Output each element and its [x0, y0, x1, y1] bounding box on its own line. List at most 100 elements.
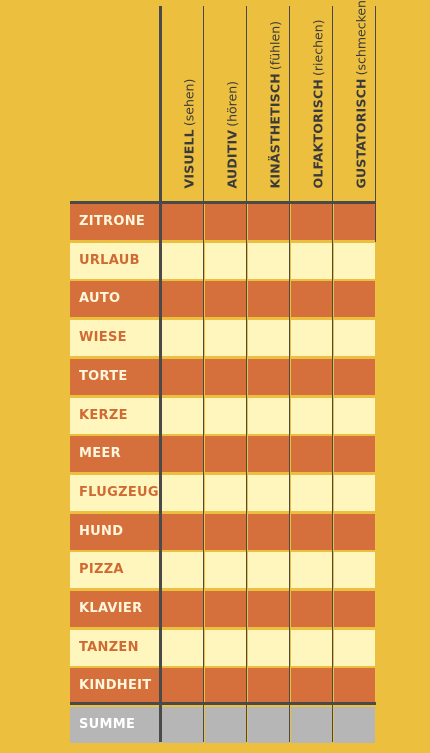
cell-kinästhetisch[interactable]	[248, 668, 289, 704]
cell-olfaktorisch[interactable]	[291, 436, 332, 472]
cell-olfaktorisch[interactable]	[291, 707, 332, 743]
column-header-main: KINÄSTHETISCH	[267, 73, 282, 189]
column-divider	[246, 6, 247, 742]
cell-gustatorisch[interactable]	[334, 475, 375, 511]
cell-auditiv[interactable]	[205, 591, 246, 627]
cell-visuell[interactable]	[162, 552, 203, 588]
cell-gustatorisch[interactable]	[334, 436, 375, 472]
cell-kinästhetisch[interactable]	[248, 204, 289, 240]
cell-kinästhetisch[interactable]	[248, 359, 289, 395]
cell-gustatorisch[interactable]	[334, 320, 375, 356]
cell-visuell[interactable]	[162, 281, 203, 317]
cell-visuell[interactable]	[162, 707, 203, 743]
cell-olfaktorisch[interactable]	[291, 320, 332, 356]
cell-gustatorisch[interactable]	[334, 630, 375, 666]
cell-auditiv[interactable]	[205, 320, 246, 356]
cell-gustatorisch[interactable]	[334, 591, 375, 627]
column-divider	[332, 6, 333, 742]
cell-olfaktorisch[interactable]	[291, 243, 332, 279]
cell-visuell[interactable]	[162, 668, 203, 704]
cell-gustatorisch[interactable]	[334, 281, 375, 317]
cell-kinästhetisch[interactable]	[248, 475, 289, 511]
column-header-main: AUDITIV	[224, 129, 239, 189]
summary-divider	[70, 702, 376, 705]
cell-olfaktorisch[interactable]	[291, 630, 332, 666]
row-label: KLAVIER	[70, 591, 160, 627]
column-header-gustatorisch: GUSTATORISCH (schmecken)	[333, 0, 376, 202]
cell-olfaktorisch[interactable]	[291, 591, 332, 627]
cell-visuell[interactable]	[162, 436, 203, 472]
cell-visuell[interactable]	[162, 320, 203, 356]
cell-kinästhetisch[interactable]	[248, 552, 289, 588]
cell-gustatorisch[interactable]	[334, 204, 375, 240]
cell-gustatorisch[interactable]	[334, 243, 375, 279]
cell-kinästhetisch[interactable]	[248, 591, 289, 627]
row-label: PIZZA	[70, 552, 160, 588]
column-header-label: KINÄSTHETISCH (fühlen)	[267, 21, 282, 189]
cell-gustatorisch[interactable]	[334, 707, 375, 743]
column-header-sub: (schmecken)	[353, 0, 368, 76]
cell-kinästhetisch[interactable]	[248, 243, 289, 279]
cell-olfaktorisch[interactable]	[291, 398, 332, 434]
cell-gustatorisch[interactable]	[334, 398, 375, 434]
cell-kinästhetisch[interactable]	[248, 320, 289, 356]
row-label: TANZEN	[70, 630, 160, 666]
cell-visuell[interactable]	[162, 475, 203, 511]
cell-olfaktorisch[interactable]	[291, 668, 332, 704]
cell-visuell[interactable]	[162, 514, 203, 550]
table-row: KLAVIER	[70, 591, 376, 627]
cell-gustatorisch[interactable]	[334, 514, 375, 550]
cell-auditiv[interactable]	[205, 475, 246, 511]
table-row: TANZEN	[70, 630, 376, 666]
cell-visuell[interactable]	[162, 591, 203, 627]
main-vertical-divider	[159, 6, 162, 742]
cell-auditiv[interactable]	[205, 514, 246, 550]
cell-auditiv[interactable]	[205, 668, 246, 704]
cell-auditiv[interactable]	[205, 552, 246, 588]
column-divider	[203, 6, 204, 742]
column-header-kinästhetisch: KINÄSTHETISCH (fühlen)	[247, 0, 290, 202]
row-label: TORTE	[70, 359, 160, 395]
column-header-main: VISUELL	[181, 129, 196, 189]
column-header-label: OLFAKTORISCH (riechen)	[310, 20, 325, 189]
cell-kinästhetisch[interactable]	[248, 514, 289, 550]
table-row: ZITRONE	[70, 204, 376, 240]
cell-visuell[interactable]	[162, 243, 203, 279]
cell-auditiv[interactable]	[205, 398, 246, 434]
cell-gustatorisch[interactable]	[334, 359, 375, 395]
cell-visuell[interactable]	[162, 359, 203, 395]
cell-olfaktorisch[interactable]	[291, 552, 332, 588]
cell-gustatorisch[interactable]	[334, 552, 375, 588]
table-row: PIZZA	[70, 552, 376, 588]
cell-auditiv[interactable]	[205, 281, 246, 317]
table-row: AUTO	[70, 281, 376, 317]
cell-kinästhetisch[interactable]	[248, 630, 289, 666]
cell-olfaktorisch[interactable]	[291, 281, 332, 317]
cell-visuell[interactable]	[162, 630, 203, 666]
cell-auditiv[interactable]	[205, 436, 246, 472]
cell-kinästhetisch[interactable]	[248, 281, 289, 317]
cell-visuell[interactable]	[162, 398, 203, 434]
cell-kinästhetisch[interactable]	[248, 436, 289, 472]
row-label: URLAUB	[70, 243, 160, 279]
column-header-olfaktorisch: OLFAKTORISCH (riechen)	[290, 0, 333, 202]
cell-auditiv[interactable]	[205, 630, 246, 666]
column-header-main: OLFAKTORISCH	[310, 78, 325, 189]
cell-olfaktorisch[interactable]	[291, 514, 332, 550]
table-row: FLUGZEUG	[70, 475, 376, 511]
cell-gustatorisch[interactable]	[334, 668, 375, 704]
cell-auditiv[interactable]	[205, 359, 246, 395]
column-header-sub: (riechen)	[310, 19, 325, 76]
column-header-visuell: VISUELL (sehen)	[161, 0, 204, 202]
cell-auditiv[interactable]	[205, 243, 246, 279]
cell-visuell[interactable]	[162, 204, 203, 240]
cell-kinästhetisch[interactable]	[248, 398, 289, 434]
cell-olfaktorisch[interactable]	[291, 359, 332, 395]
column-header-sub: (fühlen)	[267, 20, 282, 71]
row-label: MEER	[70, 436, 160, 472]
cell-kinästhetisch[interactable]	[248, 707, 289, 743]
cell-auditiv[interactable]	[205, 204, 246, 240]
cell-auditiv[interactable]	[205, 707, 246, 743]
cell-olfaktorisch[interactable]	[291, 204, 332, 240]
cell-olfaktorisch[interactable]	[291, 475, 332, 511]
